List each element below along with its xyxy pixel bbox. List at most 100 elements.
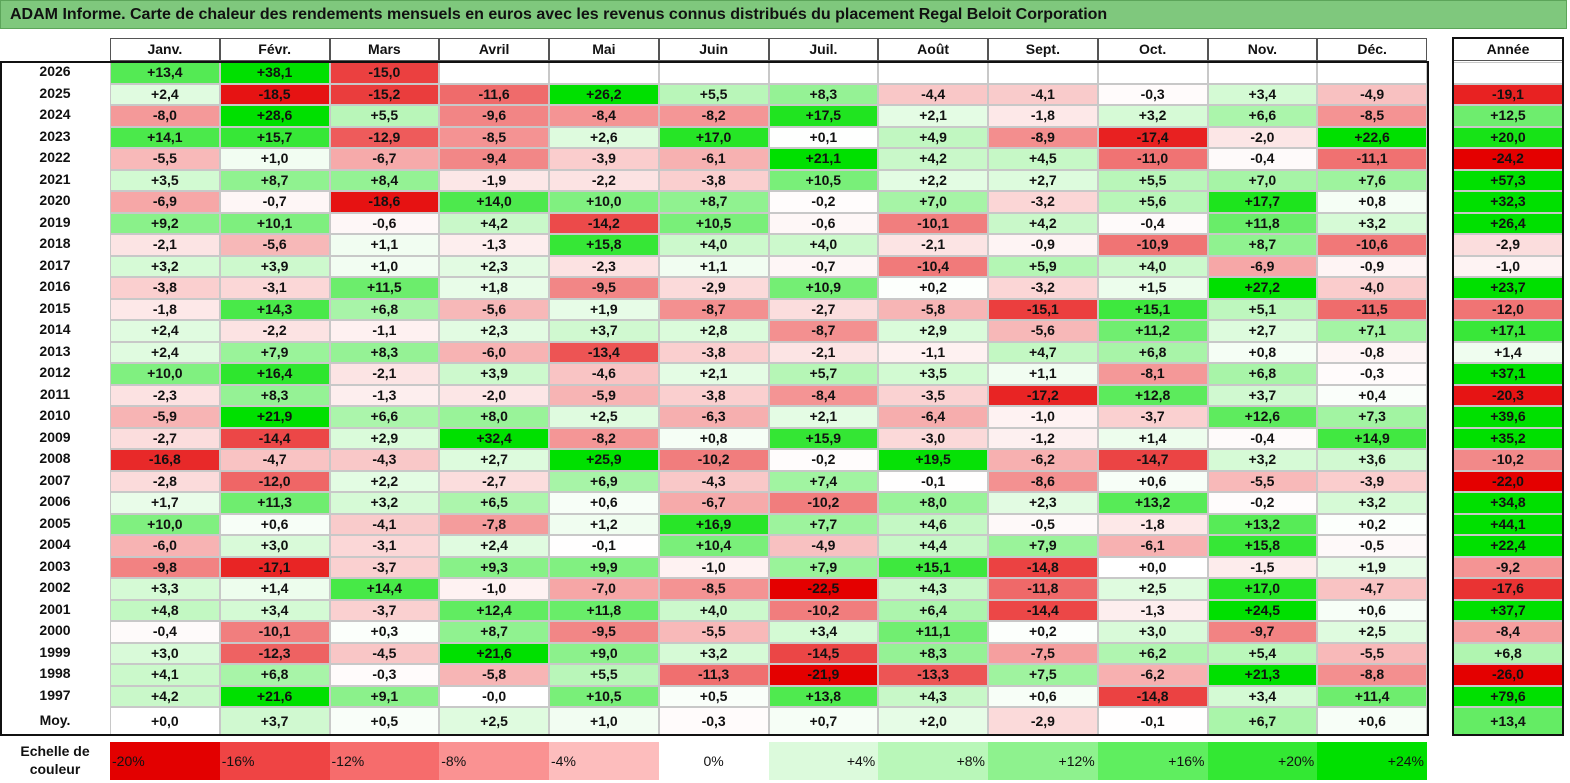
heatmap-cell: -8,1 xyxy=(1097,363,1208,385)
heatmap-cell: +21,1 xyxy=(768,148,879,170)
heatmap-cell: +6,2 xyxy=(1097,642,1208,664)
heatmap-cell: +5,6 xyxy=(1097,191,1208,213)
month-header: Oct. xyxy=(1097,38,1208,61)
color-scale-label: Echelle de couleur xyxy=(0,742,110,782)
heatmap-cell: -0,3 xyxy=(1317,363,1427,385)
heatmap-cell: +2,4 xyxy=(110,320,220,342)
heatmap-cell: +0,4 xyxy=(1317,384,1427,406)
heatmap-cell: -3,5 xyxy=(878,384,988,406)
heatmap-cell: +4,0 xyxy=(1097,255,1208,277)
heatmap-cell: +3,2 xyxy=(658,642,769,664)
heatmap-cell: -5,5 xyxy=(1317,642,1427,664)
heatmap-cell: -4,7 xyxy=(219,449,330,471)
heatmap-cell: -17,2 xyxy=(988,384,1098,406)
color-scale-step: +4% xyxy=(768,742,879,780)
heatmap-cell: -7,8 xyxy=(439,513,549,535)
heatmap-cell: +3,2 xyxy=(1207,449,1318,471)
heatmap-cell: -8,6 xyxy=(988,470,1098,492)
heatmap-cell: -9,7 xyxy=(1207,621,1318,643)
heatmap-cell: +6,9 xyxy=(549,470,659,492)
heatmap-cell: -3,2 xyxy=(988,191,1098,213)
heatmap-cell: +7,1 xyxy=(1317,320,1427,342)
heatmap-cell: +1,1 xyxy=(988,363,1098,385)
year-label: 2002 xyxy=(0,578,110,600)
heatmap-cell: -1,3 xyxy=(1097,599,1208,621)
heatmap-cell: -2,1 xyxy=(110,234,220,256)
annual-total-cell: -8,4 xyxy=(1453,621,1563,643)
heatmap-cell: -0,5 xyxy=(1317,535,1427,557)
heatmap-cell: +3,2 xyxy=(110,255,220,277)
heatmap-cell: -13,4 xyxy=(549,341,659,363)
heatmap-cell: +10,5 xyxy=(658,212,769,234)
heatmap-cell: -10,4 xyxy=(878,255,988,277)
heatmap-cell: -3,1 xyxy=(219,277,330,299)
heatmap-cell: +4,2 xyxy=(439,212,549,234)
year-label: 2003 xyxy=(0,556,110,578)
heatmap-cell: -9,6 xyxy=(439,105,549,127)
month-header: Juil. xyxy=(768,38,879,61)
heatmap-cell: -2,0 xyxy=(439,384,549,406)
heatmap-cell xyxy=(439,62,549,84)
heatmap-cell: -1,3 xyxy=(439,234,549,256)
heatmap-cell: +4,2 xyxy=(988,212,1098,234)
heatmap-cell: -14,5 xyxy=(768,642,879,664)
heatmap-cell: +7,0 xyxy=(1207,169,1318,191)
heatmap-cell: -11,8 xyxy=(988,578,1098,600)
average-cell: +3,7 xyxy=(219,707,330,735)
color-scale-step: +12% xyxy=(988,742,1098,780)
year-label: 2013 xyxy=(0,341,110,363)
annual-total-cell: +35,2 xyxy=(1453,427,1563,449)
heatmap-cell: +6,8 xyxy=(219,664,330,686)
heatmap-cell: -6,1 xyxy=(1097,535,1208,557)
color-scale-step: 0% xyxy=(658,742,769,780)
annual-total-cell: +37,1 xyxy=(1453,363,1563,385)
heatmap-cell: +2,2 xyxy=(329,470,440,492)
annual-total-cell: +79,6 xyxy=(1453,685,1563,707)
heatmap-cell: +4,1 xyxy=(110,664,220,686)
heatmap-cell: -8,5 xyxy=(658,578,769,600)
heatmap-cell: +13,2 xyxy=(1097,492,1208,514)
heatmap-cell: +9,3 xyxy=(439,556,549,578)
year-label: 2017 xyxy=(0,255,110,277)
heatmap-cell: +4,0 xyxy=(658,599,769,621)
heatmap-cell: +0,8 xyxy=(658,427,769,449)
annual-total-cell: -12,0 xyxy=(1453,298,1563,320)
heatmap-cell: -1,1 xyxy=(878,341,988,363)
heatmap-cell: +3,7 xyxy=(549,320,659,342)
heatmap-cell: -6,2 xyxy=(1097,664,1208,686)
heatmap-cell: -3,8 xyxy=(658,341,769,363)
heatmap-cell: -0,3 xyxy=(329,664,440,686)
heatmap-cell: +16,9 xyxy=(658,513,769,535)
heatmap-cell: -1,8 xyxy=(110,298,220,320)
annual-total-cell: +32,3 xyxy=(1453,191,1563,213)
heatmap-cell: -2,2 xyxy=(219,320,330,342)
heatmap-cell: -5,5 xyxy=(658,621,769,643)
heatmap-cell: +7,0 xyxy=(878,191,988,213)
heatmap-cell: +1,5 xyxy=(1097,277,1208,299)
heatmap-cell: +15,1 xyxy=(1097,298,1208,320)
heatmap-cell: -4,4 xyxy=(878,83,988,105)
heatmap-cell: +2,7 xyxy=(988,169,1098,191)
heatmap-cell: -3,0 xyxy=(878,427,988,449)
heatmap-cell: -9,4 xyxy=(439,148,549,170)
year-label: 2009 xyxy=(0,427,110,449)
annual-total-cell: -10,2 xyxy=(1453,449,1563,471)
annual-total-cell: +1,4 xyxy=(1453,341,1563,363)
heatmap-cell: +4,7 xyxy=(988,341,1098,363)
heatmap-cell: -4,0 xyxy=(1317,277,1427,299)
heatmap-cell: +1,2 xyxy=(549,513,659,535)
heatmap-cell xyxy=(658,62,769,84)
average-cell: +0,0 xyxy=(110,707,220,735)
heatmap-cell: -14,4 xyxy=(988,599,1098,621)
heatmap-cell: +9,9 xyxy=(549,556,659,578)
color-scale-step: +24% xyxy=(1317,742,1427,780)
heatmap-cell: -11,0 xyxy=(1097,148,1208,170)
heatmap-cell: +17,5 xyxy=(768,105,879,127)
color-scale-step: -8% xyxy=(439,742,549,780)
month-header: Nov. xyxy=(1207,38,1318,61)
heatmap-cell: +3,2 xyxy=(329,492,440,514)
heatmap-cell: +4,6 xyxy=(878,513,988,535)
heatmap-cell: +7,9 xyxy=(219,341,330,363)
heatmap-cell: -3,7 xyxy=(1097,406,1208,428)
heatmap-cell: -6,7 xyxy=(329,148,440,170)
